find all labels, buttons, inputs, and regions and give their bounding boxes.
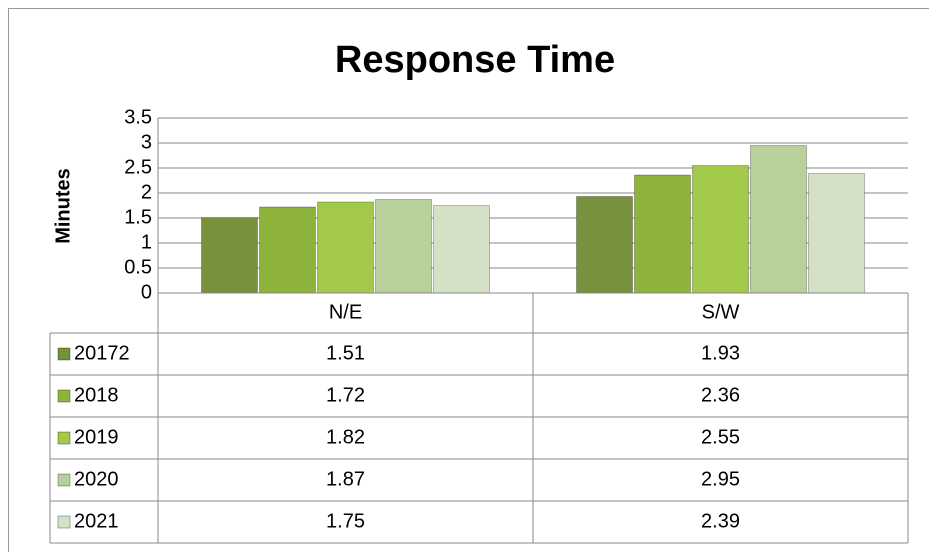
- table-value: 2.55: [701, 426, 740, 448]
- bar: [634, 174, 691, 294]
- y-tick-label: 3.5: [124, 106, 152, 128]
- bar: [808, 173, 865, 294]
- x-tick-label: N/E: [329, 301, 362, 323]
- chart-frame: [8, 8, 929, 552]
- bar: [259, 206, 316, 294]
- table-value: 1.87: [326, 468, 365, 490]
- table-value: 1.75: [326, 510, 365, 532]
- legend-label: 2021: [74, 510, 119, 532]
- y-tick-label: 2: [141, 181, 152, 203]
- bar: [317, 201, 374, 294]
- y-axis-label: Minutes: [52, 168, 74, 244]
- y-tick-label: 0.5: [124, 256, 152, 278]
- table-value: 2.95: [701, 468, 740, 490]
- y-tick-label: 0: [141, 281, 152, 303]
- legend-label: 2020: [74, 468, 119, 490]
- bar: [433, 205, 490, 294]
- chart-title: Response Time: [335, 39, 615, 81]
- legend-label: 2018: [74, 384, 119, 406]
- legend-swatch: [57, 389, 71, 403]
- y-tick-label: 1.5: [124, 206, 152, 228]
- bar: [576, 196, 633, 294]
- bar: [375, 199, 432, 294]
- y-tick-label: 1: [141, 231, 152, 253]
- legend-swatch: [57, 515, 71, 529]
- legend-label: 2019: [74, 426, 119, 448]
- table-value: 1.72: [326, 384, 365, 406]
- table-value: 1.93: [701, 342, 740, 364]
- bar: [692, 165, 749, 294]
- x-tick-label: S/W: [702, 301, 740, 323]
- y-tick-label: 3: [141, 131, 152, 153]
- table-value: 2.36: [701, 384, 740, 406]
- table-value: 1.82: [326, 426, 365, 448]
- bar: [750, 145, 807, 294]
- table-value: 2.39: [701, 510, 740, 532]
- table-value: 1.51: [326, 342, 365, 364]
- legend-swatch: [57, 473, 71, 487]
- legend-swatch: [57, 347, 71, 361]
- legend-swatch: [57, 431, 71, 445]
- bar: [201, 217, 258, 294]
- legend-label: 20172: [74, 342, 130, 364]
- y-tick-label: 2.5: [124, 156, 152, 178]
